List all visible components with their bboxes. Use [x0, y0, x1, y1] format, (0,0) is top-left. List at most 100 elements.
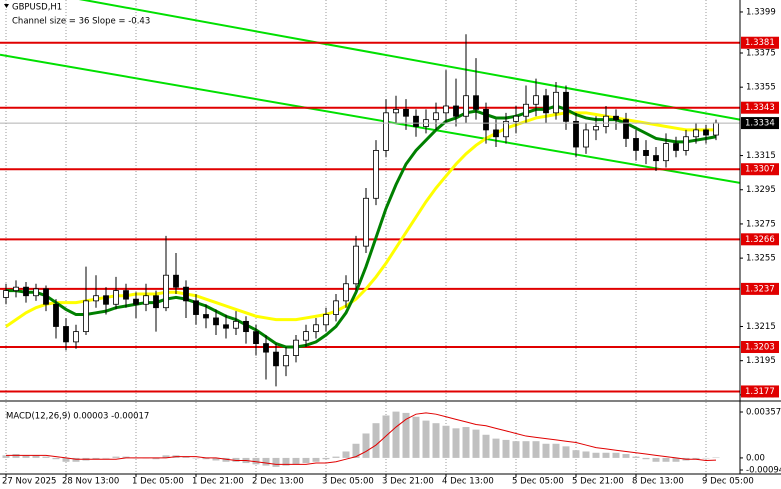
x-tick-label: 4 Dec 13:00: [442, 477, 494, 487]
candle-body: [433, 112, 439, 121]
candle-body: [643, 150, 649, 156]
candle-body: [273, 351, 279, 367]
candle-body: [243, 320, 249, 333]
level-label-box: [741, 36, 779, 49]
macd-bar: [632, 456, 640, 458]
candle-body: [313, 324, 319, 333]
level-label: 1.3343: [745, 103, 775, 113]
candle-body: [533, 95, 539, 105]
x-tick-label: 2 Dec 13:00: [252, 477, 304, 487]
axes: GBPUSD,H1 Channel size = 36 Slope = -0.4…: [0, 0, 781, 475]
macd-bar: [512, 441, 520, 458]
macd-bar: [212, 457, 220, 461]
x-tick-label: 9 Dec 05:00: [702, 477, 754, 487]
candle-body: [213, 317, 219, 326]
level-label: 1.3266: [745, 235, 775, 245]
candle-body: [163, 274, 169, 309]
macd-bar: [282, 457, 290, 466]
x-tick-label: 5 Dec 05:00: [512, 477, 564, 487]
macd-bar: [412, 416, 420, 458]
level-label-box: [741, 385, 779, 398]
candle-body: [293, 339, 299, 356]
level-label: 1.3307: [745, 165, 775, 175]
macd-bar: [692, 457, 700, 460]
channel-line: [78, 0, 740, 121]
candle-body: [3, 290, 9, 298]
candle-body: [493, 129, 499, 138]
macd-bar: [92, 457, 100, 460]
macd-bar: [612, 452, 620, 458]
candle-body: [333, 300, 339, 315]
macd-bar: [2, 455, 10, 458]
candle-body: [713, 122, 719, 136]
macd-bar: [482, 434, 490, 458]
candle-body: [113, 290, 119, 305]
candle-body: [363, 197, 369, 247]
y-tick-label: 1.3375: [746, 48, 776, 58]
candle-body: [123, 290, 129, 300]
candle-body: [373, 150, 379, 199]
current-price-box: [741, 117, 779, 130]
candle-body: [153, 295, 159, 309]
macd-bar: [32, 455, 40, 458]
x-tick-label: 8 Dec 13:00: [632, 477, 684, 487]
candle-body: [563, 91, 569, 122]
macd-bar: [302, 457, 310, 464]
candle-body: [43, 288, 49, 305]
current-price-label: 1.3334: [745, 119, 775, 129]
labels: 27 Nov 2025 28 Nov 13:00 1 Dec 05:00 1 Dec …: [2, 7, 781, 486]
candle-body: [103, 295, 109, 305]
level-label: 1.3237: [745, 284, 775, 294]
candle-body: [623, 119, 629, 139]
level-label: 1.3177: [745, 387, 775, 397]
macd-bar: [372, 423, 380, 458]
candle-body: [513, 115, 519, 122]
candle-body: [453, 105, 459, 117]
macd-bar: [622, 454, 630, 458]
macd-bar: [352, 443, 360, 458]
macd-bar: [252, 457, 260, 465]
macd-bar: [552, 443, 560, 458]
candle-body: [23, 286, 29, 297]
macd-bar: [572, 450, 580, 458]
candle-body: [553, 91, 559, 114]
level-label-box: [741, 101, 779, 114]
macd-bar: [602, 452, 610, 458]
macd-bar: [562, 446, 570, 458]
macd-bar: [712, 457, 720, 459]
macd-bar: [472, 429, 480, 458]
macd-bar: [162, 455, 170, 458]
macd-bar: [642, 457, 650, 460]
x-tick-label: 1 Dec 05:00: [132, 477, 184, 487]
candle-body: [633, 138, 639, 151]
macd-bar: [402, 412, 410, 458]
candle-body: [393, 109, 399, 114]
y-tick-label: 1.3275: [746, 219, 776, 229]
level-label: 1.3203: [745, 343, 775, 353]
candle-body: [593, 126, 599, 131]
macd-bar: [312, 457, 320, 462]
y-tick-label: 1.3355: [746, 83, 776, 93]
macd-bar: [502, 439, 510, 458]
macd-bar: [112, 456, 120, 458]
candle-body: [463, 95, 469, 117]
macd-bar: [582, 451, 590, 458]
candle-body: [603, 115, 609, 127]
macd-bar: [362, 433, 370, 458]
macd-bar: [342, 451, 350, 458]
level-label-box: [741, 233, 779, 246]
channel-line: [0, 53, 740, 184]
macd-bar: [22, 455, 30, 458]
macd-bar: [152, 457, 160, 460]
candle-body: [133, 298, 139, 305]
chart-subtitle: Channel size = 36 Slope = -0.43: [12, 17, 150, 27]
y-tick-label: 0.00: [746, 453, 765, 463]
y-tick-label: 1.3255: [746, 254, 776, 264]
level-label-box: [741, 341, 779, 354]
macd-bar: [272, 457, 280, 467]
candle-body: [13, 286, 19, 291]
candle-body: [263, 343, 269, 353]
candle-body: [253, 331, 259, 344]
